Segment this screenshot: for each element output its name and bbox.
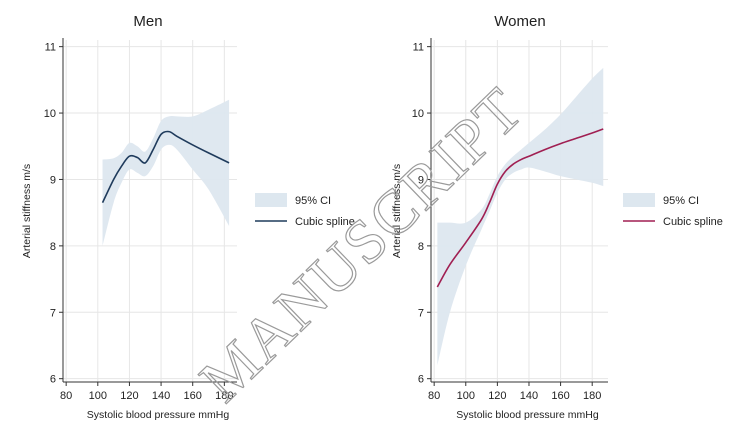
- y-tick-label: 8: [50, 241, 56, 253]
- x-tick-label: 80: [60, 390, 72, 402]
- gridlines: [63, 40, 237, 382]
- x-tick-label: 100: [457, 390, 475, 402]
- ci-band: [437, 67, 604, 366]
- legend-spline-label: Cubic spline: [663, 216, 723, 228]
- x-tick-label: 160: [184, 390, 202, 402]
- y-tick-label: 7: [50, 307, 56, 319]
- y-tick-label: 6: [50, 374, 56, 386]
- men-panel: 80 100 120 140 160 180 6 7 8 9 10 11 Men Systolic blo…: [21, 13, 355, 421]
- ci-band: [102, 99, 230, 246]
- manuscript-watermark: MANUSCRIPT: [187, 75, 536, 415]
- x-axis-label: Systolic blood pressure mmHg: [87, 409, 230, 421]
- panel-title: Women: [494, 13, 545, 30]
- x-tick-label: 140: [520, 390, 538, 402]
- legend: 95% CI Cubic spline: [623, 193, 723, 228]
- legend-ci-swatch: [255, 193, 287, 207]
- cubic-spline-line: [436, 128, 604, 288]
- legend-ci-label: 95% CI: [663, 195, 699, 207]
- y-tick-label: 11: [413, 42, 424, 54]
- y-tick-label: 11: [45, 42, 56, 54]
- women-panel: 80 100 120 140 160 180 6 7 8 9 10 11 Women Systolic b…: [391, 13, 723, 421]
- x-tick-label: 120: [488, 390, 506, 402]
- y-axis-label: Arterial stiffness m/s: [21, 164, 33, 258]
- x-tick-label: 180: [583, 390, 601, 402]
- x-tick-label: 120: [120, 390, 138, 402]
- x-tick-label: 80: [428, 390, 440, 402]
- x-axis-label: Systolic blood pressure mmHg: [456, 409, 599, 421]
- x-tick-label: 100: [89, 390, 107, 402]
- y-tick-label: 6: [418, 374, 424, 386]
- y-tick-label: 10: [44, 108, 56, 120]
- legend-ci-label: 95% CI: [295, 195, 331, 207]
- legend: 95% CI Cubic spline: [255, 193, 355, 228]
- legend-spline-label: Cubic spline: [295, 216, 355, 228]
- y-tick-label: 8: [418, 241, 424, 253]
- gridlines: [431, 40, 608, 382]
- panel-title: Men: [133, 13, 162, 30]
- cubic-spline-line: [101, 130, 230, 204]
- y-tick-label: 9: [418, 174, 424, 186]
- x-tick-label: 160: [551, 390, 569, 402]
- y-axis-label: Arterial stiffness m/s: [391, 164, 403, 258]
- x-tick-label: 180: [215, 390, 233, 402]
- legend-ci-swatch: [623, 193, 655, 207]
- y-tick-label: 9: [50, 174, 56, 186]
- y-tick-label: 7: [418, 307, 424, 319]
- x-tick-label: 140: [152, 390, 170, 402]
- y-tick-label: 10: [412, 108, 424, 120]
